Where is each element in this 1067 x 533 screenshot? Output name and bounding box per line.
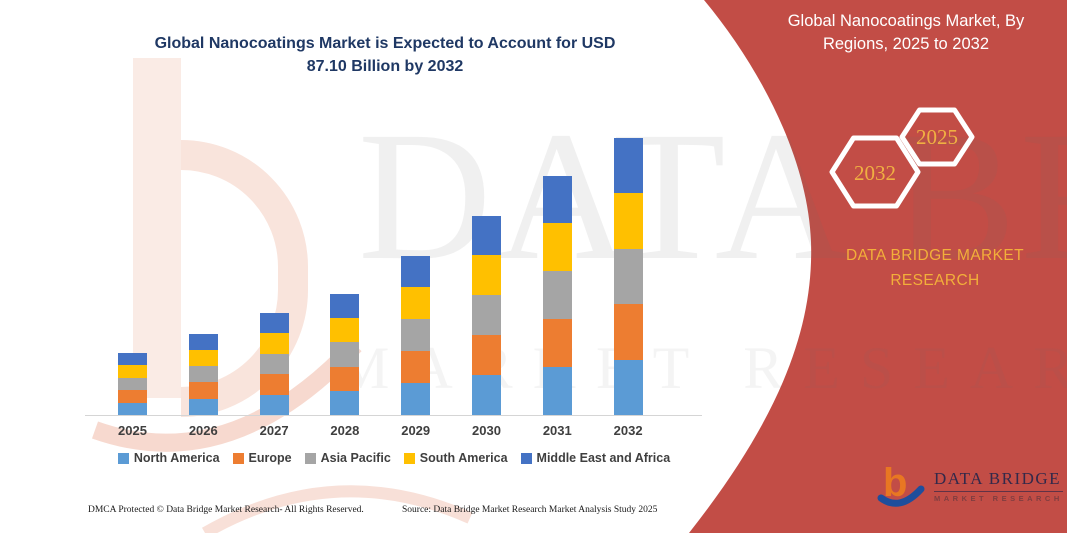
databridge-logo-name: DATA BRIDGE xyxy=(934,469,1063,492)
banner-title-line1: Global Nanocoatings Market, By xyxy=(787,12,1025,30)
stacked-bar-2027 xyxy=(259,313,289,415)
chart-legend: North America Europe Asia Pacific South Ame… xyxy=(78,451,710,465)
x-axis-label-2032: 2032 xyxy=(613,423,643,438)
chart-title-line2: 87.10 Billion by 2032 xyxy=(306,58,464,75)
bar-segment-asia-pacific xyxy=(542,271,572,320)
banner-title-line2: Regions, 2025 to 2032 xyxy=(822,35,990,53)
bar-segment-asia-pacific xyxy=(330,342,360,367)
bar-segment-europe xyxy=(259,374,289,395)
bar-segment-south-america xyxy=(118,365,147,378)
bar-segment-north-america xyxy=(401,383,431,415)
banner-brand-line2: RESEARCH xyxy=(890,272,980,289)
bar-segment-middle-east-and-africa xyxy=(613,137,643,193)
stacked-bar-2032 xyxy=(613,137,643,415)
stacked-bar-2028 xyxy=(330,294,360,415)
bar-segment-north-america xyxy=(118,402,147,415)
bar-segment-asia-pacific xyxy=(259,353,289,375)
watermark-marketresearch-text: MARKET RESEARCH xyxy=(336,335,1067,401)
bar-segment-europe xyxy=(330,366,360,391)
legend-item-south-america: South America xyxy=(403,451,508,465)
legend-swatch xyxy=(117,452,129,464)
legend-label: Asia Pacific xyxy=(320,451,391,465)
bar-segment-middle-east-and-africa xyxy=(259,313,289,334)
bar-segment-south-america xyxy=(542,223,572,272)
x-axis-label-2026: 2026 xyxy=(188,423,218,438)
bar-segment-europe xyxy=(188,382,218,399)
legend-swatch xyxy=(403,452,415,464)
databridge-logo-subtitle: MARKET RESEARCH xyxy=(934,494,1063,503)
bar-segment-north-america xyxy=(542,367,572,415)
bar-segment-europe xyxy=(542,319,572,368)
banner-brand-text: DATA BRIDGE MARKET RESEARCH xyxy=(818,243,1052,293)
banner-brand-line1: DATA BRIDGE MARKET xyxy=(845,247,1024,264)
legend-item-asia-pacific: Asia Pacific xyxy=(304,451,391,465)
legend-label: Middle East and Africa xyxy=(536,451,671,465)
databridge-logo-icon: b xyxy=(877,462,925,507)
bar-segment-asia-pacific xyxy=(401,319,431,352)
x-axis-line xyxy=(85,415,702,416)
bar-segment-europe xyxy=(613,304,643,360)
bar-segment-europe xyxy=(472,335,501,376)
stacked-bar-chart xyxy=(88,125,700,415)
stacked-bar-2026 xyxy=(188,333,218,415)
legend-item-europe: Europe xyxy=(232,451,292,465)
dbmr-logo-watermark xyxy=(91,58,473,533)
bar-segment-middle-east-and-africa xyxy=(330,294,360,319)
bar-segment-asia-pacific xyxy=(118,377,147,391)
bar-segment-south-america xyxy=(472,255,501,296)
bar-segment-asia-pacific xyxy=(613,248,643,304)
chart-title-line1: Global Nanocoatings Market is Expected t… xyxy=(154,35,616,52)
footer-dmca-text: DMCA Protected © Data Bridge Market Rese… xyxy=(88,505,364,515)
stacked-bar-2031 xyxy=(542,175,572,415)
bar-segment-middle-east-and-africa xyxy=(472,215,501,256)
legend-label: Europe xyxy=(248,451,292,465)
bar-segment-middle-east-and-africa xyxy=(118,353,147,366)
bar-segment-south-america xyxy=(330,318,360,343)
x-axis-label-2031: 2031 xyxy=(542,423,572,438)
stacked-bar-2025 xyxy=(118,353,147,415)
chart-title: Global Nanocoatings Market is Expected t… xyxy=(118,32,652,78)
bar-segment-north-america xyxy=(472,375,501,415)
bar-segment-north-america xyxy=(188,398,218,415)
bar-segment-south-america xyxy=(401,287,431,320)
bar-segment-europe xyxy=(401,351,431,384)
stacked-bar-2029 xyxy=(401,255,431,415)
legend-item-north-america: North America xyxy=(117,451,220,465)
bar-segment-middle-east-and-africa xyxy=(401,255,431,288)
databridge-logo: b DATA BRIDGE MARKET RESEARCH xyxy=(876,462,1063,510)
stacked-bar-2030 xyxy=(472,215,501,415)
legend-swatch xyxy=(232,452,244,464)
bar-segment-middle-east-and-africa xyxy=(542,175,572,224)
bar-segment-north-america xyxy=(259,394,289,415)
bar-segment-south-america xyxy=(259,333,289,354)
x-axis-label-2027: 2027 xyxy=(259,423,289,438)
x-axis-label-2029: 2029 xyxy=(401,423,431,438)
bar-segment-asia-pacific xyxy=(472,295,501,336)
legend-item-middle-east-and-africa: Middle East and Africa xyxy=(520,451,671,465)
x-axis-label-2028: 2028 xyxy=(330,423,360,438)
x-axis-label-2030: 2030 xyxy=(472,423,501,438)
bar-segment-south-america xyxy=(613,193,643,249)
x-axis-label-2025: 2025 xyxy=(118,423,147,438)
banner-title: Global Nanocoatings Market, By Regions, … xyxy=(761,10,1051,56)
legend-label: North America xyxy=(133,451,220,465)
legend-swatch xyxy=(304,452,316,464)
bar-segment-north-america xyxy=(330,390,360,415)
legend-swatch xyxy=(520,452,532,464)
bar-segment-south-america xyxy=(188,349,218,367)
bar-segment-north-america xyxy=(613,359,643,415)
bar-segment-europe xyxy=(118,390,147,403)
legend-label: South America xyxy=(419,451,508,465)
footer-source-text: Source: Data Bridge Market Research Mark… xyxy=(402,505,658,515)
bar-segment-middle-east-and-africa xyxy=(188,333,218,350)
bar-segment-asia-pacific xyxy=(188,366,218,383)
